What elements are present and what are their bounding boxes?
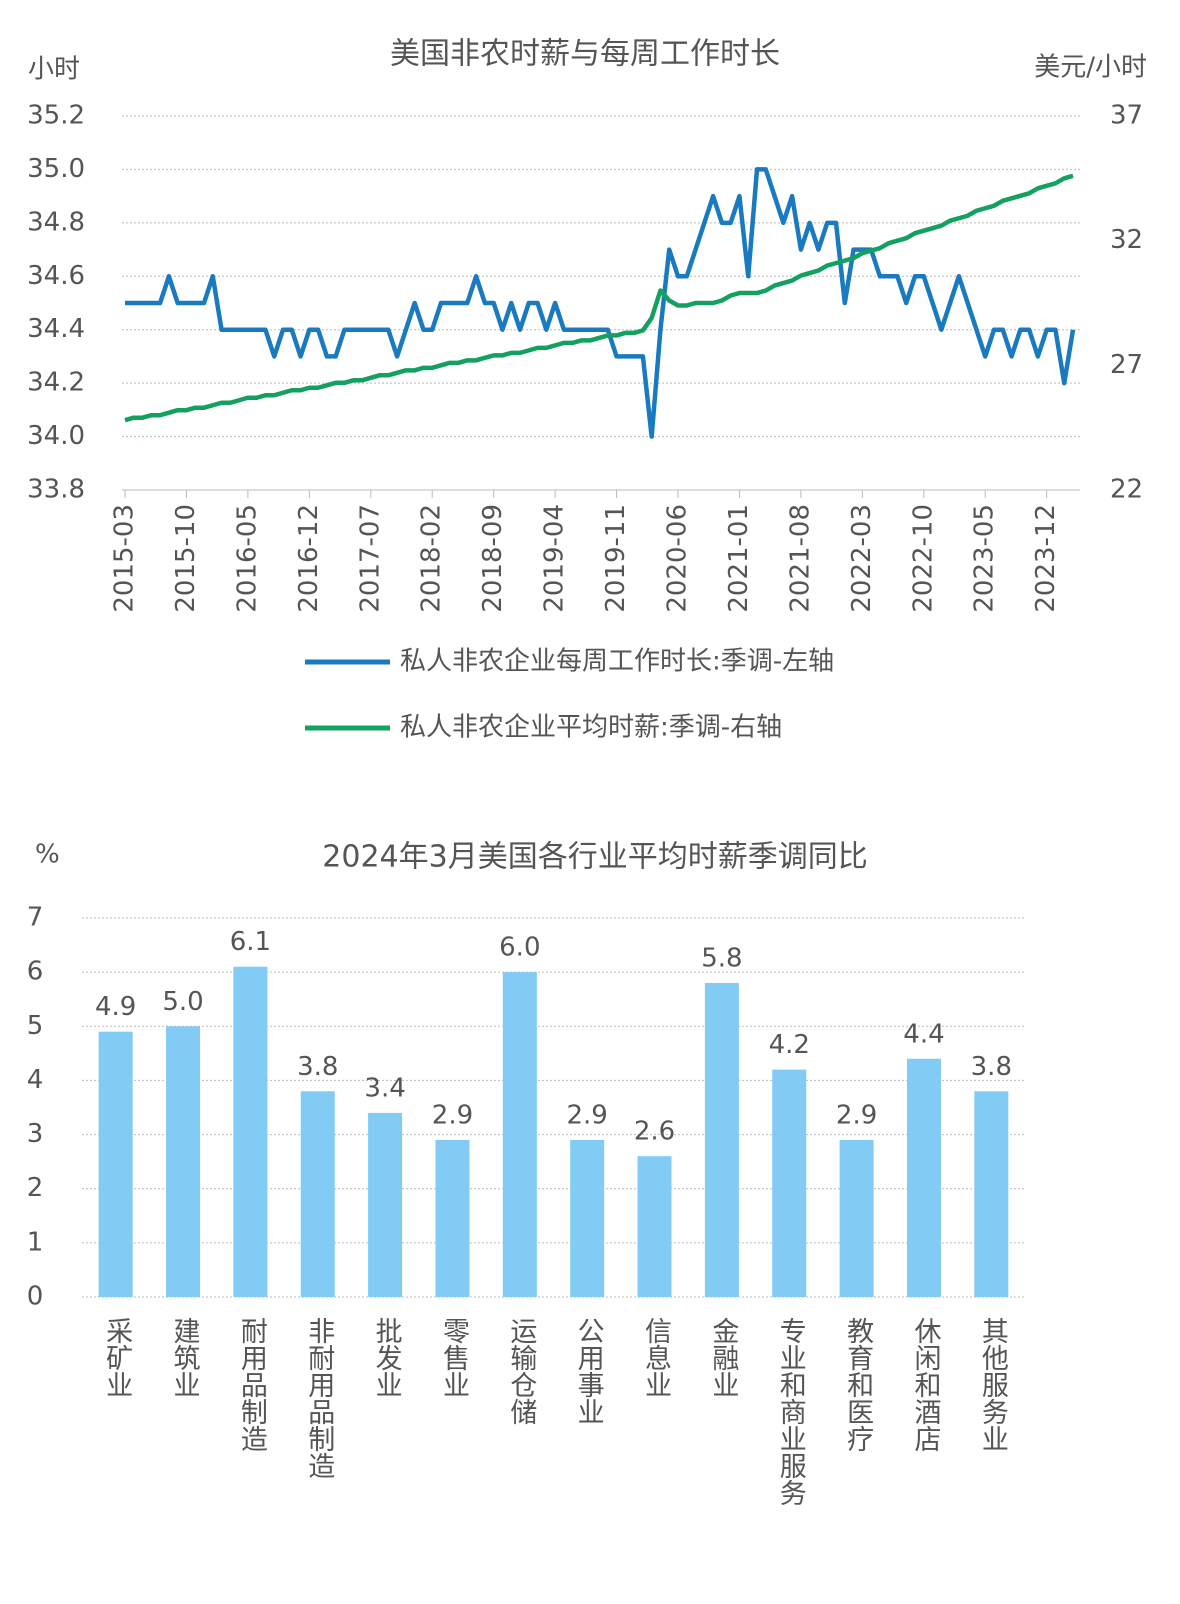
x-tick-label: 2020-06 [663,504,693,613]
x-tick-label: 2018-09 [478,504,508,613]
value-label: 5.0 [162,987,203,1017]
y-tick-label: 3 [27,1119,44,1149]
y-tick-label: 2 [27,1173,44,1203]
x-tick-label: 公用事业 [573,1317,605,1425]
y-tick-label: 0 [27,1282,44,1312]
y-tick-label: 35.0 [27,154,85,184]
value-label: 2.9 [566,1100,607,1130]
x-tick-label: 专业和商业服务 [775,1317,807,1506]
y-tick-label: 34.8 [27,207,85,237]
bar [435,1139,470,1297]
y-tick-label: 33.8 [27,475,85,505]
value-label: 3.8 [297,1052,338,1082]
x-tick-label: 2016-12 [294,504,324,613]
y-tick-label: 34.6 [27,261,85,291]
x-tick-label: 2022-03 [847,504,877,613]
y2-tick-label: 32 [1110,225,1143,255]
value-label: 4.9 [95,992,136,1022]
bar [166,1026,201,1297]
bar [300,1091,335,1297]
y-tick-label: 34.0 [27,421,85,451]
x-tick-label: 2023-05 [970,504,1000,613]
x-tick-label: 2023-12 [1031,504,1061,613]
x-tick-label: 零售业 [438,1317,470,1398]
y2-axis-label: 美元/小时 [1034,53,1147,83]
bar [637,1156,672,1297]
legend-label: 私人非农企业每周工作时长:季调-左轴 [400,647,834,677]
x-tick-label: 建筑业 [169,1317,201,1398]
bar [233,966,268,1297]
bar [906,1058,941,1297]
y-tick-label: 6 [27,957,44,987]
x-tick-label: 2017-07 [355,504,385,613]
x-tick-label: 2018-02 [417,504,447,613]
x-tick-label: 2021-01 [724,504,754,613]
y2-tick-label: 27 [1110,350,1143,380]
y-tick-label: 4 [27,1065,44,1095]
y2-tick-label: 22 [1110,475,1143,505]
x-tick-label: 2019-04 [540,504,570,613]
value-label: 2.6 [634,1117,675,1147]
value-label: 3.4 [364,1073,405,1103]
x-tick-label: 运输仓储 [505,1317,537,1425]
x-tick-label: 2021-08 [785,504,815,613]
y-tick-label: 7 [27,903,44,933]
x-tick-label: 非耐用品制造 [303,1317,335,1479]
y-tick-label: 1 [27,1227,44,1257]
value-label: 5.8 [701,943,742,973]
value-label: 4.2 [769,1030,810,1060]
chart-title: 2024年3月美国各行业平均时薪季调同比 [322,840,867,875]
bar [570,1139,605,1297]
x-tick-label: 金融业 [707,1317,739,1398]
x-tick-label: 2016-05 [232,504,262,613]
x-tick-label: 信息业 [640,1317,672,1398]
value-label: 2.9 [836,1100,877,1130]
series-line [125,167,1076,439]
bar [98,1031,133,1297]
y2-tick-label: 37 [1110,101,1143,131]
chart-title: 美国非农时薪与每周工作时长 [390,37,780,72]
series-line [124,173,1074,423]
bar [839,1139,874,1297]
x-tick-label: 采矿业 [101,1317,133,1398]
y-tick-label: 34.4 [27,314,85,344]
bar [772,1069,807,1297]
x-tick-label: 教育和医疗 [842,1317,874,1452]
y-axis-label: 小时 [28,55,80,85]
x-tick-label: 批发业 [371,1317,403,1398]
bar [974,1091,1009,1297]
value-label: 6.1 [230,927,271,957]
legend-label: 私人非农企业平均时薪:季调-右轴 [400,713,782,743]
value-label: 2.9 [432,1100,473,1130]
x-tick-label: 耐用品制造 [236,1317,268,1452]
bar [704,982,739,1297]
bar [502,972,537,1297]
value-label: 6.0 [499,933,540,963]
value-label: 4.4 [903,1019,944,1049]
y-tick-label: 34.2 [27,368,85,398]
x-tick-label: 其他服务业 [977,1317,1009,1452]
x-tick-label: 2022-10 [908,504,938,613]
value-label: 3.8 [971,1052,1012,1082]
y-tick-label: 35.2 [27,101,85,131]
bar [368,1112,403,1297]
y-axis-label: % [35,840,60,870]
x-tick-label: 休闲和酒店 [909,1317,941,1452]
x-tick-label: 2019-11 [601,504,631,613]
x-tick-label: 2015-10 [171,504,201,613]
x-tick-label: 2015-03 [110,504,140,613]
y-tick-label: 5 [27,1011,44,1041]
